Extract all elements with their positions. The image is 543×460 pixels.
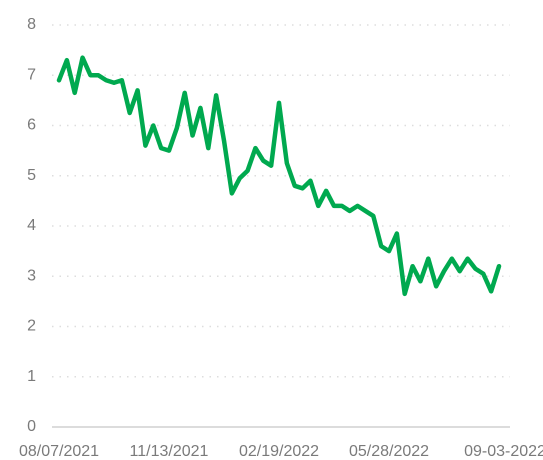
x-tick-label: 08/07/2021 bbox=[19, 443, 99, 460]
y-tick-label: 0 bbox=[27, 418, 36, 435]
y-tick-label: 4 bbox=[27, 217, 36, 234]
y-tick-label: 2 bbox=[27, 318, 36, 335]
x-tick-label: 05/28/2022 bbox=[349, 443, 429, 460]
x-tick-label: 09-03-2022 bbox=[464, 443, 543, 460]
y-tick-label: 8 bbox=[27, 16, 36, 33]
y-tick-label: 3 bbox=[27, 267, 36, 284]
x-tick-label: 02/19/2022 bbox=[239, 443, 319, 460]
y-tick-label: 5 bbox=[27, 167, 36, 184]
x-tick-label: 11/13/2021 bbox=[130, 443, 209, 460]
data-line bbox=[56, 55, 502, 297]
y-tick-label: 7 bbox=[27, 66, 36, 83]
y-tick-label: 6 bbox=[27, 117, 36, 134]
y-tick-label: 1 bbox=[27, 368, 36, 385]
